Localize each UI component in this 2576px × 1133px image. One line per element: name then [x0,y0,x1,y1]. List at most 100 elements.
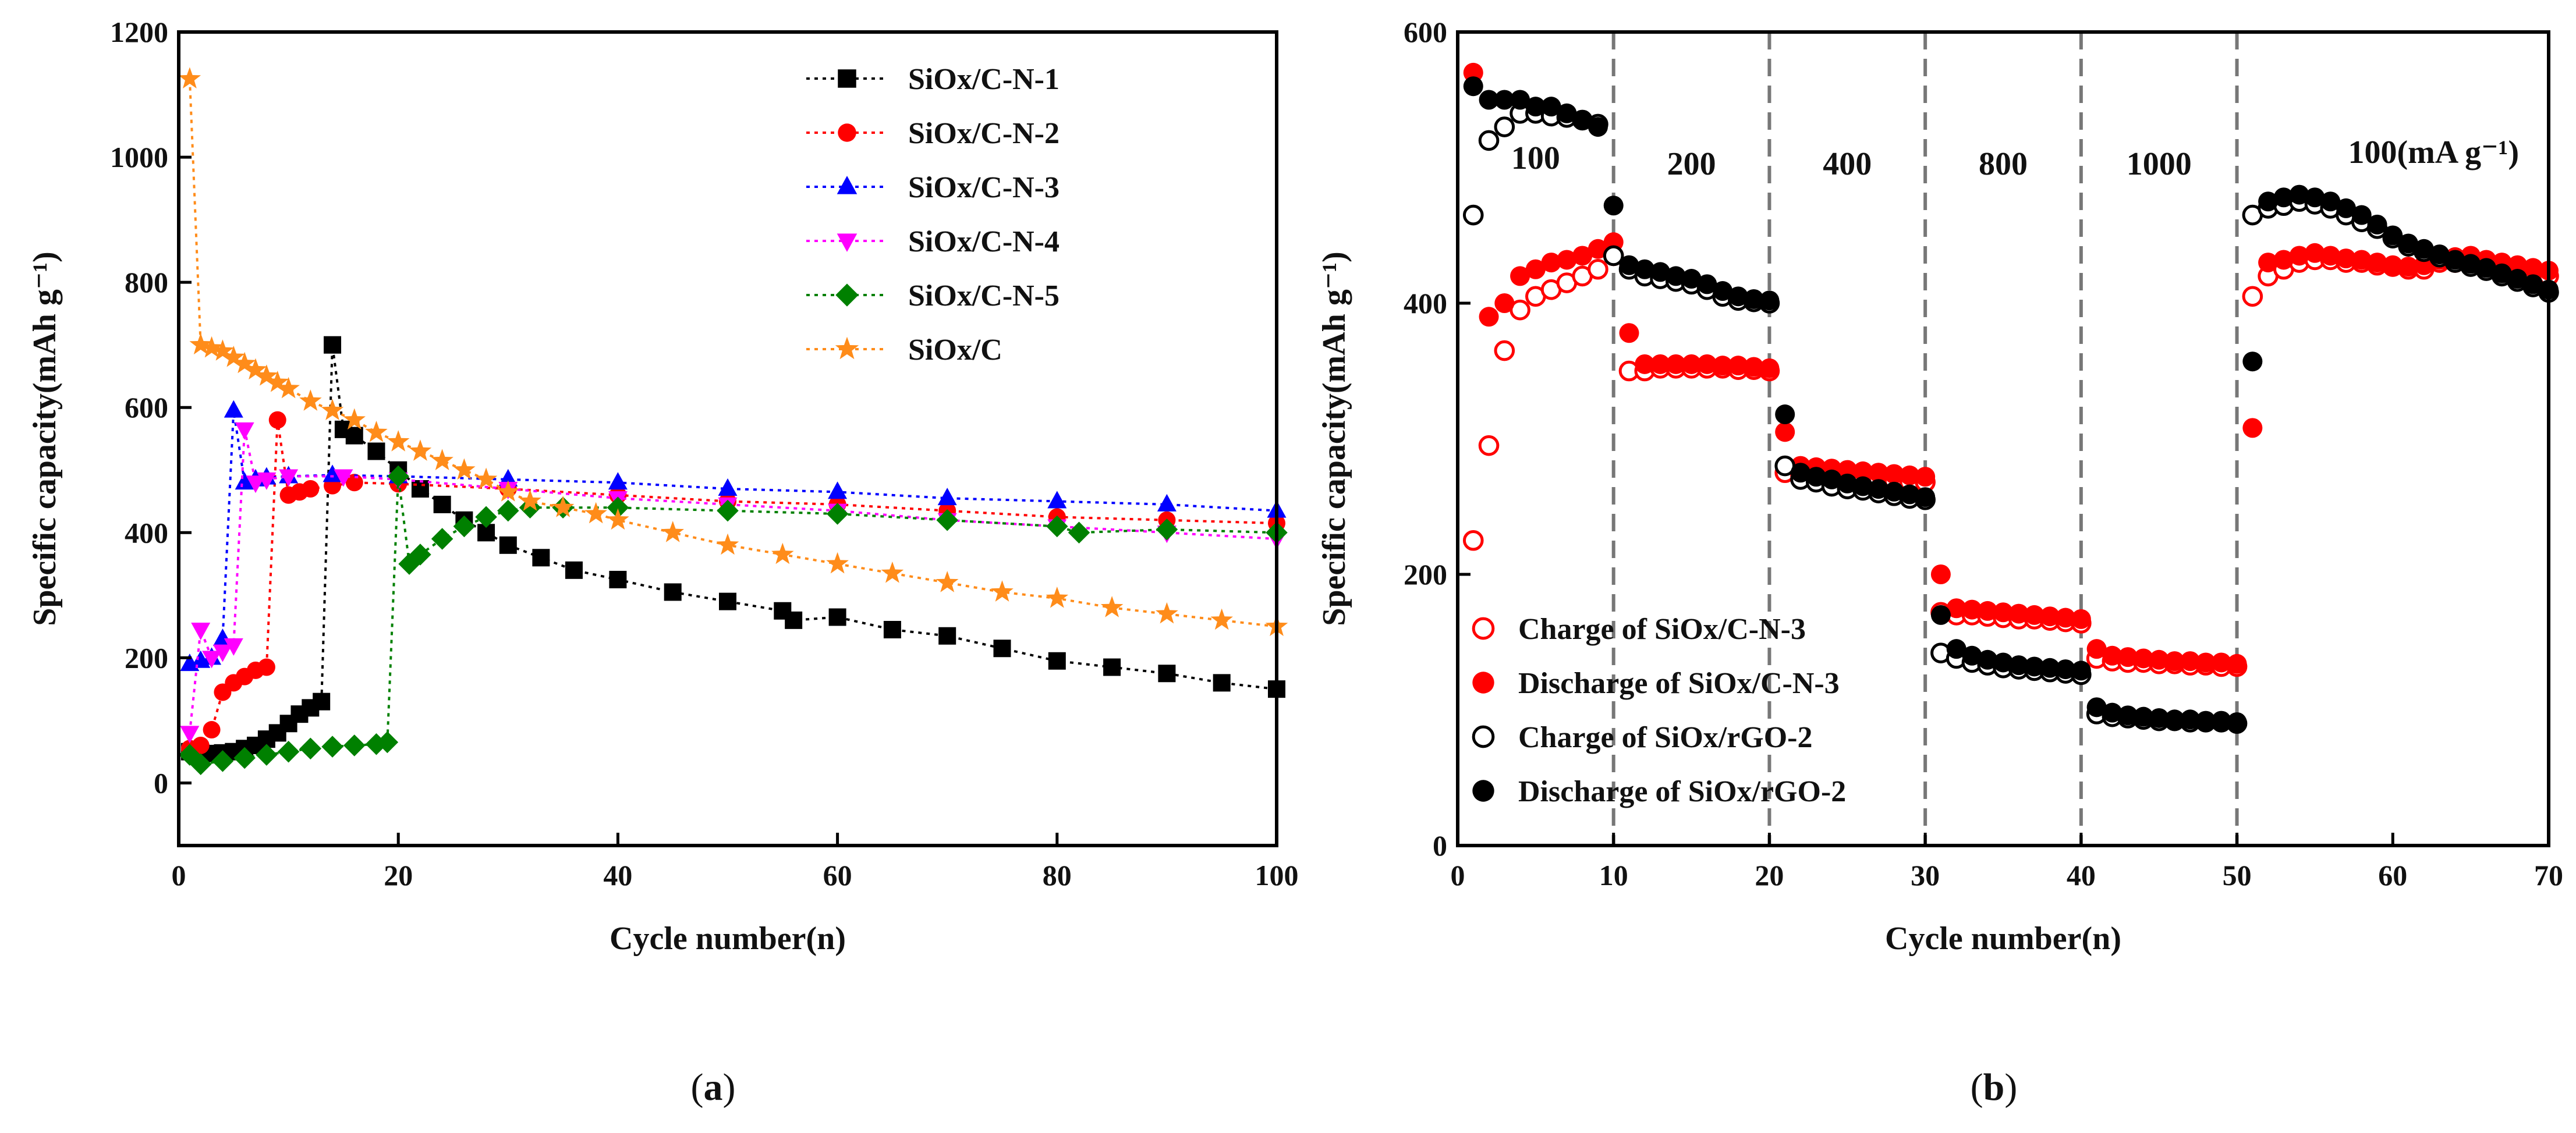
data-point [345,427,363,445]
data-point [2445,250,2465,270]
data-point [387,465,409,488]
data-point [334,469,353,487]
data-point [191,622,211,640]
data-point [1900,465,1920,485]
data-point [1478,435,1500,456]
x-tick-label: 10 [1599,859,1628,892]
data-point [2367,253,2387,273]
legend-label: SiOx/C-N-4 [908,225,1060,258]
data-point [1510,90,1530,110]
data-point [1068,521,1090,544]
legend-entry: SiOx/C-N-5 [806,279,1060,312]
x-tick-label: 80 [1043,859,1072,892]
data-point [1930,605,1951,625]
data-point [1775,404,1795,425]
data-point [321,399,344,420]
data-point [1666,354,1686,374]
data-point [993,640,1011,658]
data-point [1915,467,1936,487]
data-point [2336,248,2356,269]
data-point [409,544,431,566]
y-tick-label: 200 [125,641,168,674]
data-point [2320,191,2341,212]
data-point [246,475,265,493]
data-point [2024,605,2044,625]
x-tick-label: 60 [2378,859,2407,892]
data-point [431,528,453,550]
y-axis-label: Specific capacity(mAh g⁻¹) [1316,251,1352,626]
data-point [224,638,243,656]
data-point [2289,246,2309,266]
data-point [2273,250,2294,270]
data-point [324,336,342,354]
legend-marker [1472,672,1494,694]
legend-entry: SiOx/C-N-2 [806,117,1060,150]
y-tick-label: 800 [125,266,168,299]
data-point [1588,258,1608,280]
data-point [1557,103,1577,123]
data-point [453,458,476,480]
x-tick-label: 20 [384,859,413,892]
data-point [1048,652,1066,670]
data-point [1681,354,1702,374]
x-tick-label: 20 [1755,859,1784,892]
data-point [1946,598,1966,619]
y-tick-label: 400 [125,516,168,549]
data-point [497,499,519,522]
legend-entry: Charge of SiOx/rGO-2 [1472,721,1813,754]
data-point [1837,473,1858,493]
data-point [609,570,627,588]
y-tick-label: 0 [1433,829,1447,862]
data-point [233,747,256,769]
data-point [376,731,399,754]
x-tick-label: 50 [2223,859,2252,892]
data-point [200,336,223,358]
data-point [1915,487,1936,507]
data-point [2336,198,2356,218]
chart-panel-b: 0 10 20 30 40 50 60 70 0 200 400 600 Cycle number(n)… [1316,16,2563,957]
data-point [1728,286,1748,307]
x-tick-label: 100 [1255,859,1299,892]
data-point [2507,255,2528,275]
legend-label: SiOx/C [908,333,1002,367]
data-point [2227,653,2247,674]
legend-marker [1472,725,1495,748]
data-point [2149,649,2169,670]
data-point [178,67,201,88]
data-point [1525,97,1546,117]
data-point [828,481,848,499]
data-point [828,608,846,626]
data-point [607,496,629,519]
data-point [2149,708,2169,728]
legend-label: Charge of SiOx/C-N-3 [1518,613,1806,646]
data-point [1681,269,1702,289]
data-point [1158,665,1176,683]
data-point [2086,639,2107,659]
data-point [1462,204,1484,226]
data-point [1603,245,1624,267]
data-point [716,533,739,555]
data-point [2242,286,2263,307]
data-point [1884,464,1904,484]
data-point [266,371,289,392]
data-point [1603,196,1624,216]
data-point [2398,233,2419,254]
data-point [2102,702,2123,723]
series-line [188,79,1277,628]
data-point [2429,244,2450,265]
data-point [255,364,278,386]
data-point [1572,246,1593,266]
data-point [1930,564,1951,584]
legend-entry: SiOx/C [806,333,1002,367]
series-siox-c-n-5 [179,465,1288,775]
data-point [1510,266,1530,286]
data-point [2398,257,2419,277]
data-point [1210,608,1233,630]
data-point [1213,674,1231,692]
data-point [2024,656,2044,677]
legend-label: SiOx/C-N-5 [908,279,1060,312]
data-point [1837,460,1858,480]
y-tick-label: 1200 [110,16,168,48]
rate-label: 200 [1667,146,1716,182]
